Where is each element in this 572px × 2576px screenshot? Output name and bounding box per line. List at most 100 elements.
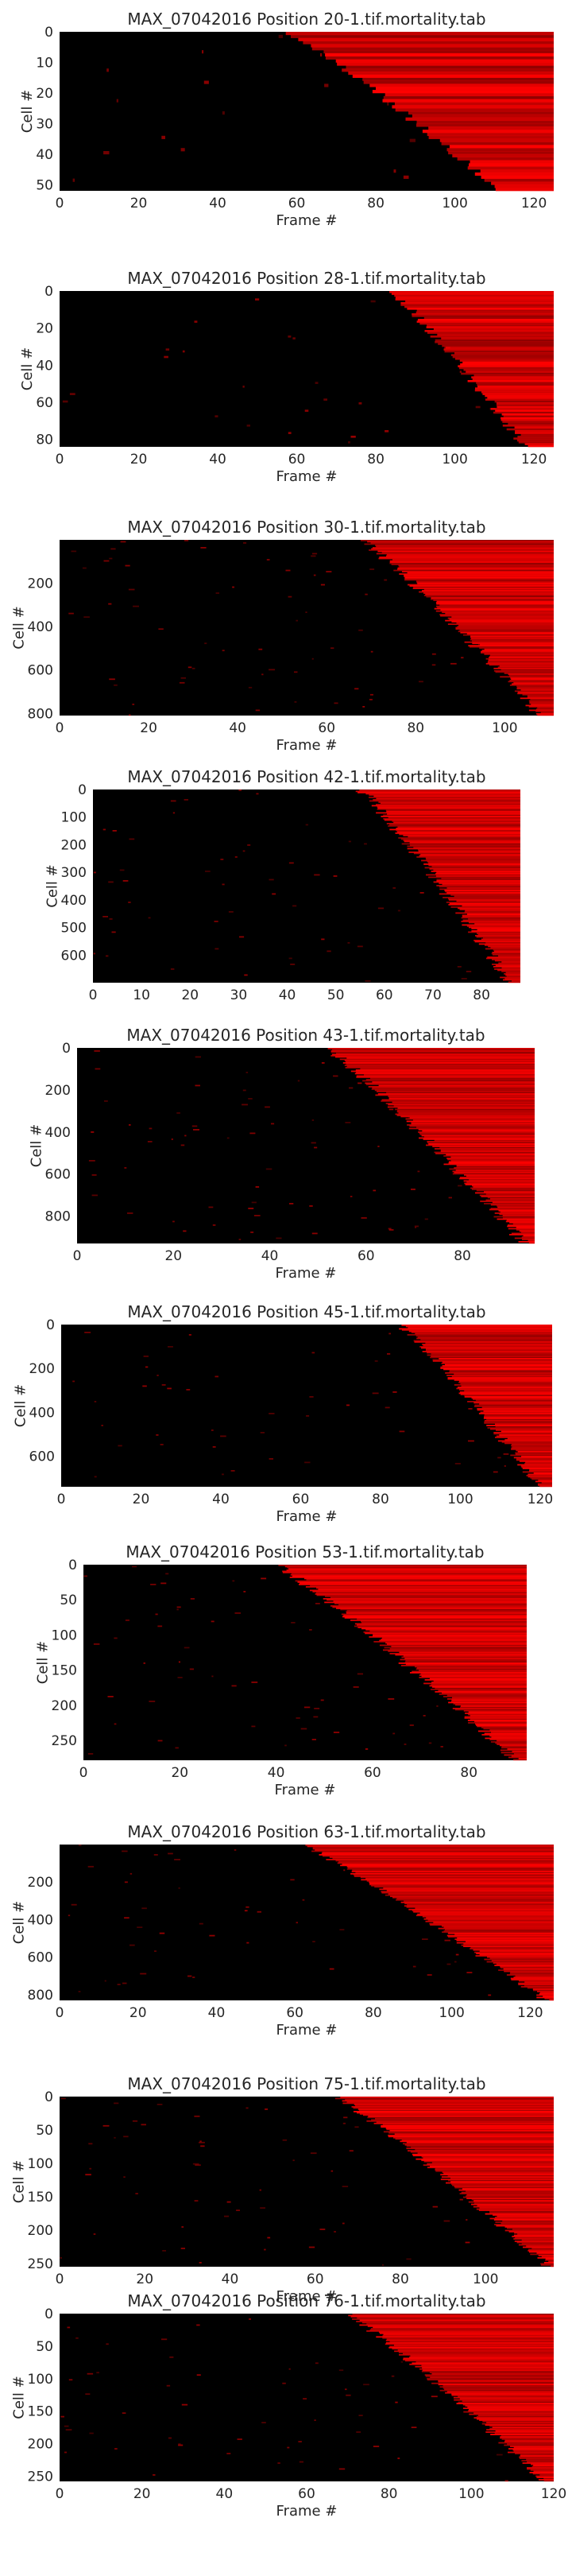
heatmap-noise [403, 175, 409, 179]
heatmap-row [413, 1340, 552, 1342]
heatmap-row [447, 1932, 554, 1934]
heatmap-row [369, 2329, 554, 2331]
heatmap-noise [397, 2458, 400, 2459]
heatmap-noise [65, 2429, 72, 2431]
heatmap-row [426, 1917, 554, 1919]
heatmap-row [373, 1641, 527, 1643]
heatmap-row [464, 641, 554, 643]
heatmap-noise [155, 1613, 158, 1616]
heatmap-row [455, 1704, 527, 1706]
heatmap-row [517, 436, 554, 438]
heatmap-row [394, 2350, 554, 2353]
heatmap-noise [211, 1675, 214, 1678]
heatmap-row [501, 413, 554, 416]
y-tick-label: 200 [28, 576, 53, 592]
heatmap-row [356, 2321, 554, 2322]
x-tick-label: 100 [473, 2271, 498, 2287]
heatmap-row [400, 1901, 554, 1903]
heatmap-row [516, 1459, 552, 1461]
heatmap-noise [234, 1612, 241, 1614]
heatmap-noise [417, 1170, 420, 1173]
heatmap-row [439, 2386, 554, 2388]
heatmap-row [316, 1594, 527, 1596]
y-tick-label: 150 [52, 1663, 77, 1679]
chart-title: MAX_07042016 Position 30-1.tif.mortality… [127, 518, 485, 537]
heatmap-noise [196, 2324, 200, 2326]
y-tick-label: 800 [28, 1988, 53, 2004]
heatmap-row [444, 350, 554, 353]
heatmap-noise [353, 1686, 359, 1688]
heatmap-row [533, 2465, 554, 2466]
heatmap-noise [199, 2141, 205, 2143]
heatmap-noise [249, 1132, 256, 1135]
heatmap-row [343, 1615, 527, 1616]
heatmap-row [504, 973, 520, 975]
heatmap-noise [459, 2198, 463, 2201]
heatmap-row [443, 348, 554, 351]
heatmap-row [492, 959, 520, 960]
y-tick-label: 600 [45, 1167, 71, 1183]
heatmap-row [496, 402, 554, 405]
heatmap-noise [103, 560, 110, 562]
heatmap-row [291, 1573, 527, 1575]
heatmap-noise [488, 1994, 492, 1996]
heatmap-row [403, 2143, 554, 2145]
heatmap-row [495, 671, 554, 673]
heatmap-row [519, 1461, 552, 1462]
heatmap-row [412, 588, 554, 589]
heatmap-noise [361, 1217, 367, 1219]
heatmap-row [481, 2423, 554, 2425]
y-tick-label: 200 [45, 1083, 71, 1099]
heatmap-row [365, 1082, 535, 1084]
heatmap-row [398, 837, 520, 839]
heatmap-row [476, 1724, 527, 1726]
heatmap-row [291, 34, 554, 38]
heatmap-row [471, 928, 520, 929]
heatmap-row [365, 793, 520, 795]
heatmap-noise [114, 2448, 118, 2450]
heatmap-row [388, 2134, 554, 2136]
heatmap-row [405, 1325, 552, 1328]
heatmap-row [411, 1123, 535, 1125]
heatmap-row [457, 157, 554, 161]
heatmap-row [353, 2107, 554, 2109]
heatmap-row [419, 322, 554, 325]
heatmap-noise [343, 2116, 348, 2119]
heatmap-noise [395, 2401, 398, 2403]
heatmap-noise [195, 1084, 200, 1087]
heatmap-noise [120, 541, 126, 543]
heatmap-row [370, 1077, 535, 1080]
heatmap-row [369, 1884, 554, 1886]
heatmap-noise [255, 709, 261, 712]
heatmap-noise [248, 1098, 253, 1100]
heatmap-noise [101, 1425, 103, 1426]
heatmap-row [381, 2124, 554, 2127]
heatmap-noise [178, 1661, 180, 1663]
heatmap-noise [327, 950, 331, 952]
heatmap-row [495, 1437, 552, 1438]
heatmap-noise [466, 1972, 473, 1973]
heatmap-noise [330, 2170, 334, 2172]
heatmap-noise [260, 2207, 265, 2209]
heatmap-noise [177, 1677, 183, 1678]
heatmap-row [504, 978, 520, 980]
heatmap-noise [167, 1387, 172, 1390]
heatmap-row [463, 1180, 535, 1182]
heatmap-row [447, 623, 554, 625]
heatmap-row [500, 2222, 554, 2225]
heatmap-row [377, 809, 520, 810]
heatmap-row [512, 1751, 527, 1752]
heatmap-row [399, 1651, 527, 1654]
heatmap-row [450, 2177, 554, 2179]
heatmap-row [506, 976, 520, 977]
heatmap-noise [127, 1212, 133, 1214]
heatmap-row [386, 554, 554, 556]
heatmap-noise [234, 1849, 237, 1851]
heatmap-noise [135, 2193, 138, 2194]
heatmap-row [340, 1608, 527, 1611]
heatmap-row [397, 567, 554, 569]
heatmap-noise [242, 1104, 248, 1106]
heatmap-row [497, 1206, 535, 1208]
y-tick-label: 40 [36, 358, 53, 374]
heatmap-row [470, 638, 554, 640]
